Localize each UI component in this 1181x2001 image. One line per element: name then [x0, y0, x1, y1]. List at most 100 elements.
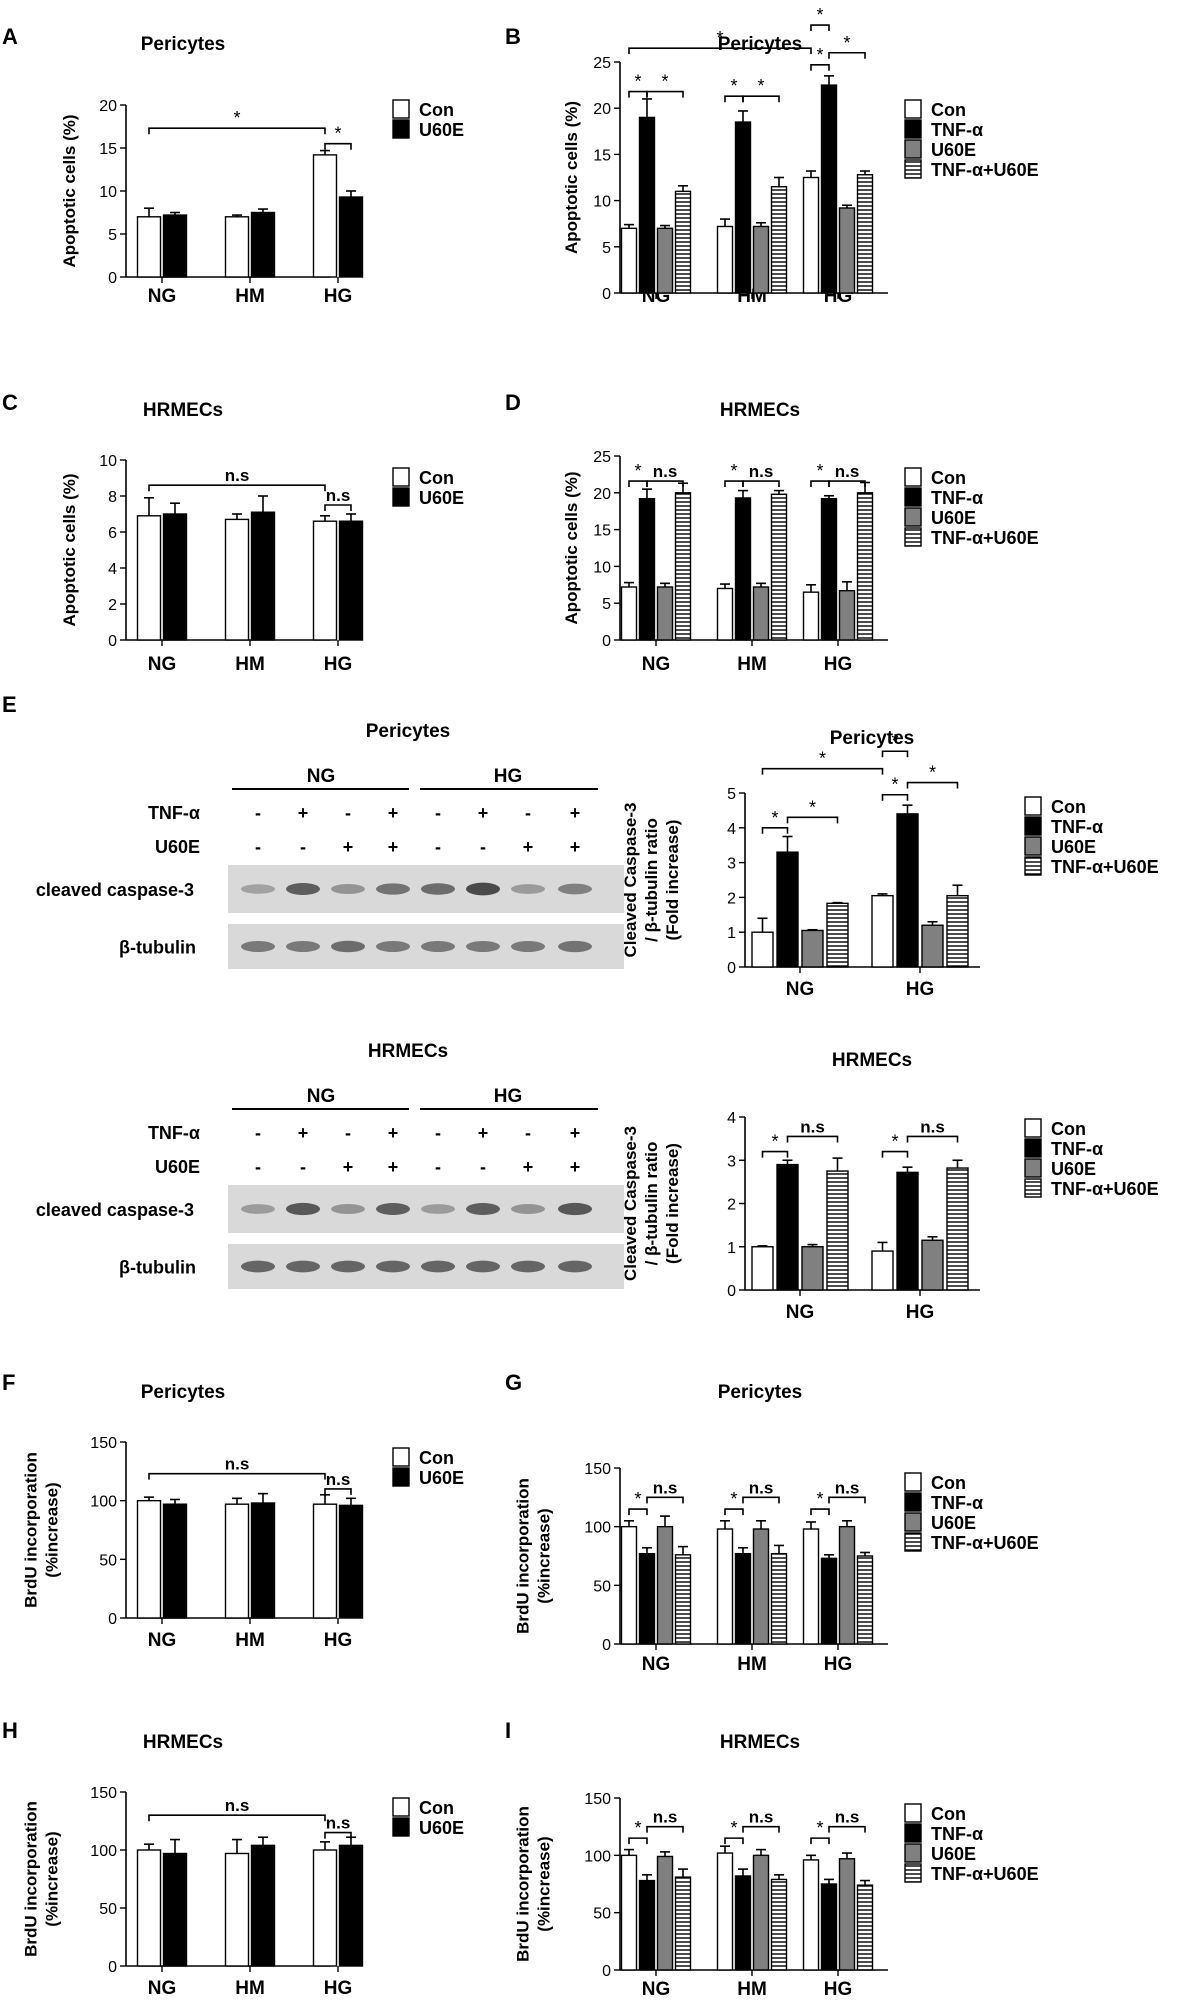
significance-bracket	[148, 127, 326, 135]
y-tick-label: 50	[99, 1901, 117, 1918]
significance-label: *	[816, 5, 823, 25]
y-axis-label-line: BrdU incorporation	[22, 1801, 41, 1957]
chart-e1: Pericytes 0 1 2 3 4 5 NG HG Cleaved Caspase-3/ β-…	[621, 728, 1159, 1000]
bar-tnf-u60e	[856, 492, 874, 641]
significance-label: *	[634, 461, 641, 481]
x-tick-label: NG	[148, 286, 177, 307]
u60e-sign: -	[435, 1157, 441, 1177]
legend-swatch	[904, 159, 922, 179]
y-tick-label: 100	[90, 1843, 117, 1860]
tnf-sign: -	[435, 1123, 441, 1143]
bar-con	[312, 520, 338, 641]
panel-letter: B	[505, 24, 521, 49]
y-tick-label: 5	[602, 240, 611, 257]
y-axis-label-line: (%increase)	[43, 1831, 62, 1926]
legend-swatch	[392, 1447, 410, 1467]
significance-bracket	[810, 1837, 830, 1845]
y-tick-label: 2	[727, 1197, 736, 1214]
legend-swatch	[904, 1492, 922, 1512]
significance-bracket	[628, 1837, 648, 1845]
y-tick-label: 25	[593, 55, 611, 72]
tnf-sign: -	[345, 803, 351, 823]
significance-bracket	[828, 480, 866, 488]
panel-letter: D	[505, 390, 521, 415]
tnf-sign: -	[345, 1123, 351, 1143]
legend-label: Con	[419, 100, 454, 120]
legend-swatch	[904, 1803, 922, 1823]
bar-con	[871, 1250, 894, 1291]
significance-label: n.s	[749, 462, 774, 481]
significance-bracket	[828, 51, 866, 59]
tnf-sign: +	[570, 803, 581, 823]
bar-con	[224, 216, 250, 278]
bar-tnf-	[896, 1171, 919, 1291]
x-tick-label: NG	[148, 1630, 177, 1651]
legend-label: U60E	[419, 120, 464, 140]
tnf-sign: +	[298, 803, 309, 823]
bar-con	[802, 591, 820, 641]
panel-letter: C	[2, 390, 18, 415]
significance-bracket	[742, 1825, 780, 1833]
u60e-sign: -	[255, 1157, 261, 1177]
y-axis-label-line: Apoptotic cells (%)	[562, 101, 581, 254]
band	[286, 941, 320, 952]
bar-tnf-	[638, 1879, 656, 1971]
band	[241, 941, 275, 952]
significance-label: *	[634, 1818, 641, 1838]
band	[286, 1260, 320, 1273]
bar-tnf-	[638, 1552, 656, 1645]
bar-u60e	[921, 1239, 944, 1291]
y-tick-label: 20	[593, 101, 611, 118]
y-axis-label-line: (Fold increase)	[663, 1143, 682, 1264]
x-tick-label: HM	[235, 654, 265, 675]
x-tick-label: HG	[324, 1978, 353, 1999]
bar-u60e	[338, 1844, 364, 1967]
y-axis-label-line: Cleaved Caspase-3	[621, 1126, 640, 1281]
bar-con	[802, 1528, 820, 1645]
bar-u60e	[752, 586, 770, 641]
group-label: NG	[307, 1086, 336, 1107]
bar-con	[716, 587, 734, 641]
x-tick-label: HG	[824, 654, 853, 675]
significance-bracket	[761, 767, 884, 775]
significance-label: n.s	[835, 462, 860, 481]
legend-swatch	[1024, 1158, 1042, 1178]
band	[558, 883, 592, 895]
significance-label: n.s	[653, 462, 678, 481]
bar-tnf-u60e	[674, 1876, 692, 1971]
y-tick-label: 8	[108, 489, 117, 506]
band	[241, 884, 275, 894]
significance-bracket	[724, 1508, 744, 1516]
legend-swatch	[904, 119, 922, 139]
significance-bracket	[646, 90, 684, 98]
chart-title: Pericytes	[718, 1382, 803, 1403]
significance-bracket	[148, 484, 326, 492]
y-tick-label: 2	[108, 597, 117, 614]
band	[558, 1202, 592, 1216]
x-tick-label: HG	[324, 1630, 353, 1651]
legend-label: Con	[419, 468, 454, 488]
band	[511, 941, 545, 952]
bar-u60e	[838, 1858, 856, 1971]
bar-tnf-u60e	[674, 1554, 692, 1645]
legend-swatch	[904, 1823, 922, 1843]
y-axis-label: Apoptotic cells (%)	[562, 101, 581, 254]
legend-swatch	[1024, 1138, 1042, 1158]
legend-swatch	[904, 1863, 922, 1883]
bar-con	[751, 931, 774, 968]
x-tick-label: HG	[324, 654, 353, 675]
bar-tnf-	[734, 1552, 752, 1645]
y-tick-label: 5	[727, 786, 736, 803]
significance-label: n.s	[835, 1808, 860, 1827]
significance-bracket	[324, 142, 352, 150]
tnf-sign: +	[478, 1123, 489, 1143]
y-tick-label: 0	[108, 1959, 117, 1976]
bar-u60e	[250, 511, 276, 641]
bar-tnf-u60e	[770, 1552, 788, 1645]
significance-label: *	[891, 731, 898, 751]
chart-f: F Pericytes 0 50 100 150 NG HM HG BrdU incorporat…	[2, 1370, 464, 1651]
band	[376, 1260, 410, 1273]
bar-u60e	[752, 1528, 770, 1645]
y-axis-label: BrdU incorporation (%increase)	[22, 1801, 62, 1957]
